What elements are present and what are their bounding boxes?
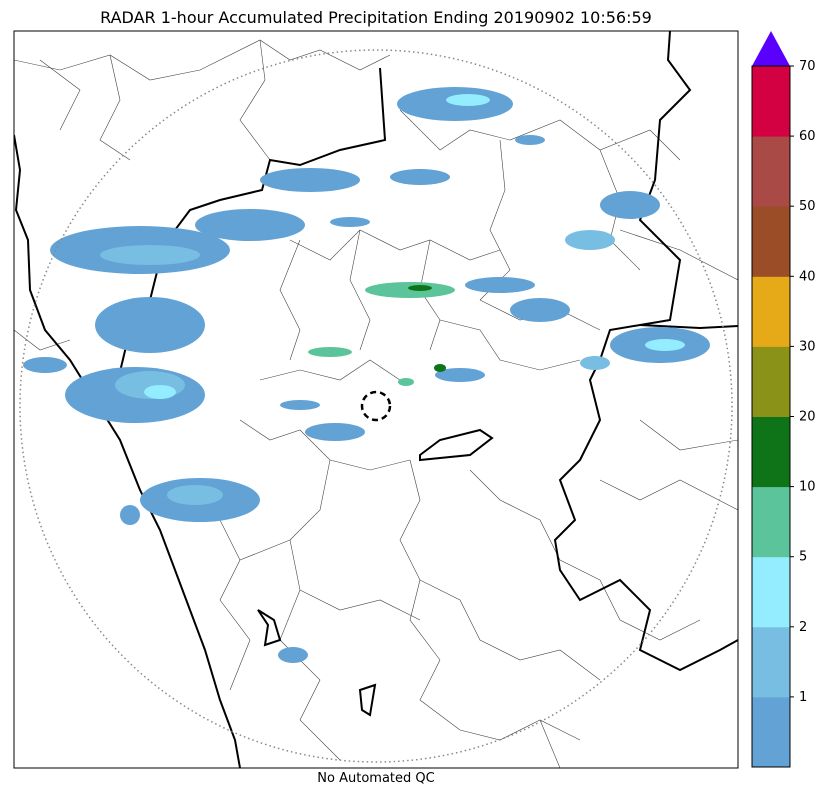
colorbar-bin xyxy=(752,626,790,698)
colorbar-tick-label: 5 xyxy=(799,550,807,565)
precip-echoes xyxy=(23,87,710,663)
colorbar-tick-label: 1 xyxy=(799,690,807,705)
colorbar-tick-label: 40 xyxy=(799,269,816,284)
colorbar-bin xyxy=(752,486,790,558)
colorbar-extend-arrow xyxy=(752,31,790,66)
colorbar-bin xyxy=(752,66,790,137)
colorbar-bin xyxy=(752,276,790,347)
colorbar-tick-label: 50 xyxy=(799,199,816,214)
colorbar-tick-label: 20 xyxy=(799,410,816,425)
colorbar-bin xyxy=(752,206,790,277)
colorbar-tick-label: 10 xyxy=(799,480,816,495)
colorbar-tick-label: 60 xyxy=(799,129,816,144)
map-frame xyxy=(13,30,739,769)
qc-caption: No Automated QC xyxy=(317,771,435,786)
range-ring xyxy=(19,49,733,763)
map-title: RADAR 1-hour Accumulated Precipitation E… xyxy=(100,8,652,27)
colorbar-bin xyxy=(752,136,790,207)
colorbar-bin xyxy=(752,696,790,768)
colorbar-tick-label: 30 xyxy=(799,339,816,354)
colorbar-bin xyxy=(752,416,790,488)
colorbar-tick-label: 2 xyxy=(799,620,807,635)
radar-site-marker[interactable] xyxy=(360,390,392,422)
colorbar-bin xyxy=(752,346,790,417)
colorbar-bin xyxy=(752,556,790,628)
colorbar-tick-label: 70 xyxy=(799,59,816,74)
